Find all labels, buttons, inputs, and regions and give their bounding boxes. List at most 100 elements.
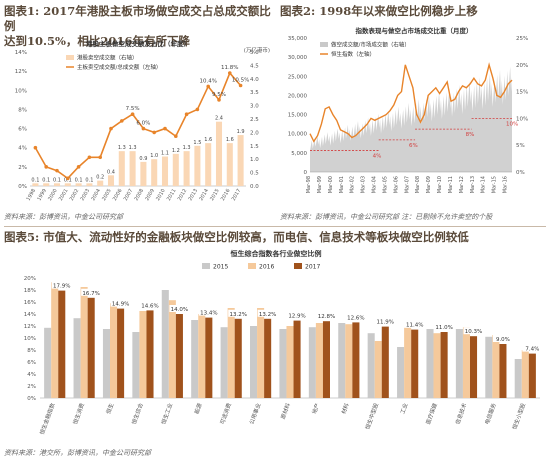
chart-1-bar-label: 0.2 <box>96 175 104 181</box>
chart-2-level-label: 10% <box>506 121 518 127</box>
chart-3-bar-label: 11.0% <box>435 325 452 331</box>
chart-1-right-tick: 4.0 <box>250 77 259 83</box>
figure-2: 图表2: 1998年以来做空比例稳步上移 指数表现与做空占市场成交比重（月度） 0… <box>280 4 548 224</box>
chart-1-x-tick: 2002 <box>69 188 81 202</box>
chart-1-bar <box>237 135 244 186</box>
chart-1-point <box>87 155 92 160</box>
chart-3-bar <box>279 329 287 398</box>
chart-1-bar <box>140 161 147 186</box>
chart-1-left-tick: 12% <box>15 69 27 75</box>
chart-3-bar <box>404 327 412 398</box>
chart-3-bar <box>397 347 405 398</box>
chart-3-bar <box>198 314 206 398</box>
chart-3-bar <box>381 326 389 398</box>
chart-1-legend-line-label: 主板卖空成交额/总成交额（左轴） <box>77 63 161 71</box>
chart-2-legend-area-label: 做空成交额/市场成交额（右轴） <box>331 41 410 49</box>
chart-1-point <box>174 134 178 139</box>
figure-1-source: 资料来源：彭博资讯，中金公司研究部 <box>4 213 123 221</box>
chart-1-bar-label: 1.2 <box>172 148 180 154</box>
chart-3-x-tick: 恒生 <box>104 401 115 415</box>
chart-2-x-tick: Mar-03 <box>361 176 367 193</box>
chart-1-right-tick: 2.5 <box>250 117 259 123</box>
figure-5: 图表5: 市值大、流动性好的金融板块做空比例较高，而电信、信息技术等板块做空比例… <box>4 230 548 462</box>
chart-3-bar <box>308 327 316 398</box>
chart-2-right-tick: 0% <box>516 170 525 176</box>
chart-1-bar <box>75 183 82 186</box>
chart-1-point <box>130 112 135 117</box>
chart-1-point <box>184 112 189 117</box>
chart-3-bar-label: 9.0% <box>496 337 510 343</box>
chart-1-left-tick: 4% <box>18 146 27 152</box>
chart-2-right-tick: 5% <box>516 143 525 149</box>
chart-1-point <box>141 126 146 131</box>
chart-3-bar <box>426 329 434 398</box>
chart-1-bar-label: 2.4 <box>215 116 223 122</box>
chart-3-bar <box>440 332 448 398</box>
chart-3-bar-label: 12.8% <box>318 314 335 320</box>
chart-3-bar-label: 12.9% <box>288 314 305 320</box>
chart-1: 港股主板做空成交额及占比（年度） (万亿港币) 0% 2% 4% 6% 8% 10% 12% 14… <box>15 39 270 202</box>
chart-3-x-tick: 恒生金融指数 <box>38 401 57 435</box>
chart-1-bar <box>129 151 136 186</box>
chart-3-x-tick: 恒生综合 <box>130 401 145 425</box>
chart-3-bar <box>492 335 500 398</box>
chart-1-bar <box>172 153 179 186</box>
figure-2-source: 资料来源：彭博资讯，中金公司研究部 注：已剔除不允许卖空的个股 <box>280 213 493 221</box>
figure-1-title-line1: 图表1: 2017年港股主板市场做空成交占总成交额比例 <box>4 4 271 33</box>
chart-1-point <box>66 176 70 181</box>
chart-2: 指数表现与做空占市场成交比重（月度） 0 5,000 10,000 15,000 20,0… <box>288 26 528 193</box>
chart-1-left-tick: 8% <box>18 107 27 113</box>
chart-3-bar-label: 13.4% <box>200 311 217 317</box>
chart-3-bar <box>455 329 463 398</box>
chart-1-x-tick: 2004 <box>90 188 102 202</box>
chart-3-y-tick: 16% <box>24 300 36 306</box>
chart-3-bar <box>139 311 147 398</box>
chart-1-point <box>152 130 156 135</box>
chart-2-x-tick: Mar-06 <box>393 176 399 193</box>
chart-2-x-tick: Mar-00 <box>328 176 334 193</box>
chart-3-bar-label: 16.7% <box>82 291 99 297</box>
chart-1-point <box>109 126 113 131</box>
chart-3-bar-label: 7.4% <box>525 347 539 353</box>
chart-3-bar-label: 14.6% <box>141 303 158 309</box>
chart-1-bar <box>205 143 212 186</box>
chart-3-label-bg <box>140 301 160 309</box>
chart-1-bar-label: 1.0 <box>150 153 158 159</box>
chart-3-y-tick: 18% <box>24 288 36 294</box>
chart-1-bar <box>226 143 233 186</box>
chart-3-bar <box>250 326 258 398</box>
chart-3-x-tick: 恒生小型股 <box>510 401 527 430</box>
chart-3-bar <box>315 323 323 398</box>
chart-1-bar <box>183 151 190 186</box>
chart-3-bar <box>470 336 478 398</box>
chart-3-y-tick: 2% <box>27 384 36 390</box>
chart-1-bar <box>32 183 39 186</box>
chart-3-bar <box>73 318 81 398</box>
chart-1-right-axis-label: (万亿港币) <box>244 46 270 54</box>
chart-3-label-bg <box>463 327 484 335</box>
chart-1-right-tick: 0.5 <box>250 171 259 177</box>
chart-2-short-ratio-area <box>310 66 512 172</box>
chart-3-x-tick: 能源 <box>192 401 203 415</box>
chart-1-line-label: 10.4% <box>199 78 216 84</box>
chart-3-bar <box>146 310 154 398</box>
chart-3-y-tick: 6% <box>27 360 36 366</box>
chart-3-bar <box>44 327 52 398</box>
chart-2-right-tick: 20% <box>516 63 528 69</box>
chart-1-left-tick: 0% <box>18 184 27 190</box>
chart-2-hsi-line <box>309 62 513 143</box>
chart-3-label-bg <box>492 335 513 342</box>
chart-3-legend-swatch <box>294 263 302 269</box>
chart-3-x-tick: 工业 <box>398 401 409 415</box>
chart-1-x-tick: 2010 <box>155 188 167 202</box>
chart-1-bar <box>107 175 115 186</box>
chart-3-x-tick: 恒生中型股 <box>363 401 380 430</box>
chart-1-x-tick: 2009 <box>144 188 156 202</box>
chart-1-bar <box>118 151 125 186</box>
chart-1-bar <box>53 183 61 186</box>
chart-3-legend-label: 2015 <box>213 264 228 271</box>
chart-3-bar-label: 10.3% <box>465 329 482 335</box>
chart-3-x-tick: 可选消费 <box>218 401 233 425</box>
chart-1-right-tick: 0.0 <box>250 184 259 190</box>
